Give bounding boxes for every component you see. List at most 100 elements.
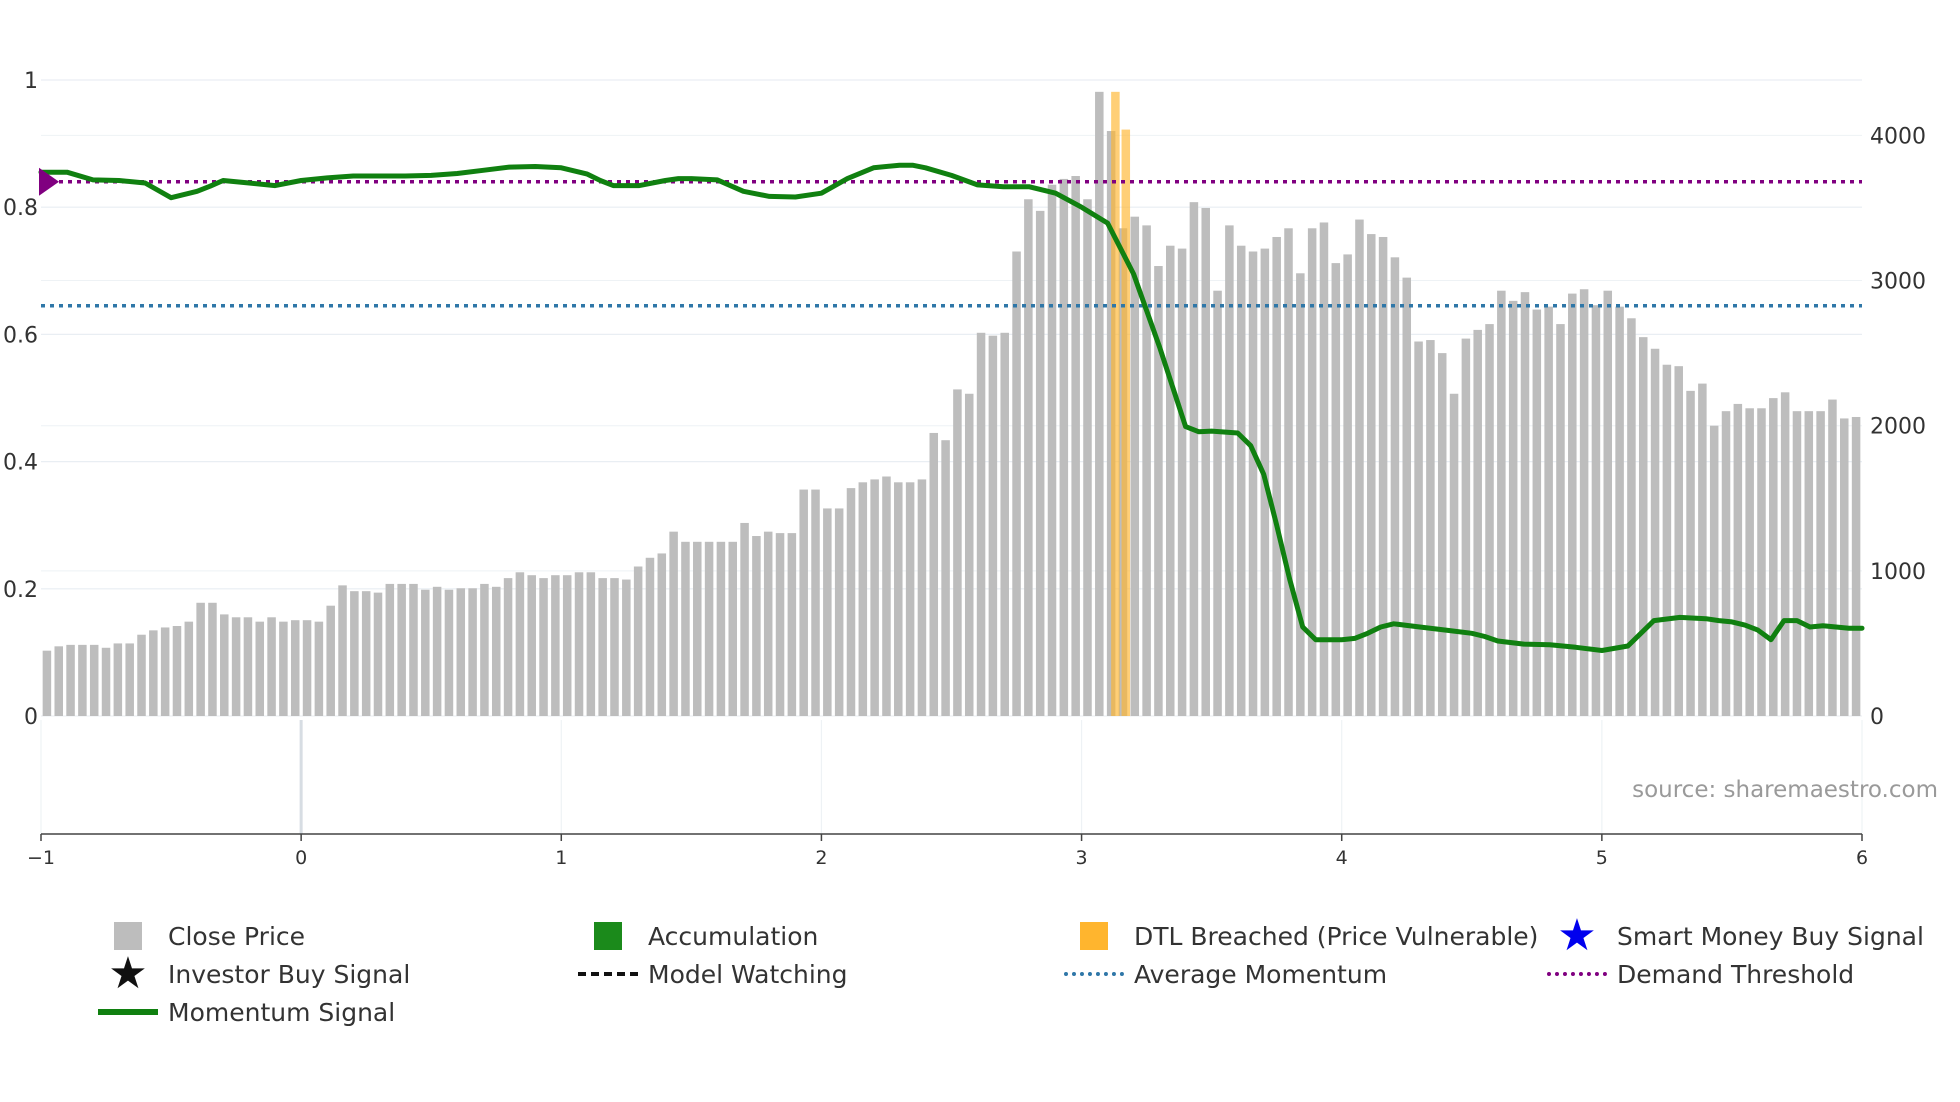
close-price-bar xyxy=(54,646,63,716)
close-price-bar xyxy=(409,583,418,716)
close-price-bar xyxy=(397,583,406,716)
legend-smart-money: ★ Smart Money Buy Signal xyxy=(1547,910,1924,961)
close-price-bar xyxy=(894,482,903,716)
close-price-bar xyxy=(1851,416,1861,716)
close-price-bar xyxy=(1414,341,1423,716)
momentum-signal-line xyxy=(38,162,1865,653)
close-price-bar xyxy=(1485,324,1494,716)
close-price-bar xyxy=(1840,418,1849,716)
close-price-bar xyxy=(551,575,560,716)
close-price-bar xyxy=(1035,210,1045,716)
close-price-bar xyxy=(953,389,962,716)
close-price-bar xyxy=(1473,329,1482,716)
x-axis: −1 0 1 2 3 4 5 6 xyxy=(27,834,1868,869)
left-tick-label: 0.4 xyxy=(3,451,38,476)
close-price-bar xyxy=(1627,318,1636,716)
close-price-bar xyxy=(574,572,584,716)
close-price-bar xyxy=(1804,411,1814,716)
close-price-bar xyxy=(622,579,631,716)
close-price-bar xyxy=(184,621,194,716)
close-price-bar xyxy=(1603,290,1613,716)
close-price-bar xyxy=(539,578,548,716)
legend-dtl-breached-label: DTL Breached (Price Vulnerable) xyxy=(1134,921,1539,951)
close-price-bar xyxy=(1189,202,1199,717)
right-tick-label: 2000 xyxy=(1870,415,1926,440)
close-price-bar xyxy=(468,588,477,716)
close-price-bar xyxy=(373,592,383,716)
close-price-bar xyxy=(1686,390,1695,716)
close-price-bar xyxy=(1426,340,1435,716)
close-price-bar xyxy=(1769,398,1778,716)
blue-star-icon: ★ xyxy=(1557,910,1597,961)
close-price-bar xyxy=(172,626,182,716)
close-price-bars xyxy=(42,91,1861,717)
close-price-bar xyxy=(302,620,312,716)
close-price-bar xyxy=(669,531,678,716)
close-price-bar xyxy=(1520,292,1530,716)
right-tick-label: 0 xyxy=(1870,705,1884,730)
legend-model-watching-label: Model Watching xyxy=(648,959,848,989)
x-tick-label: 2 xyxy=(815,847,827,869)
legend-average-momentum: Average Momentum xyxy=(1064,956,1387,992)
x-tick-label: −1 xyxy=(27,847,55,869)
right-axis: 0 1000 2000 3000 4000 xyxy=(1870,124,1926,730)
left-tick-label: 0 xyxy=(24,705,38,730)
close-price-bar xyxy=(1047,184,1057,716)
close-price-bar xyxy=(66,644,75,716)
close-price-bar xyxy=(1000,332,1009,716)
legend-demand-threshold-label: Demand Threshold xyxy=(1617,959,1855,989)
close-price-bar xyxy=(1378,236,1388,716)
close-price-bar xyxy=(290,620,300,716)
close-price-bar xyxy=(350,591,359,716)
legend-model-watching: Model Watching xyxy=(578,956,848,992)
close-price-bar xyxy=(657,553,667,716)
dtl-breached-bar xyxy=(1121,129,1131,716)
close-price-bar xyxy=(1757,408,1766,716)
close-price-swatch xyxy=(114,922,142,950)
close-price-bar xyxy=(917,479,927,716)
close-price-bar xyxy=(1165,245,1175,716)
left-tick-label: 0.8 xyxy=(3,196,38,221)
close-price-bar xyxy=(1816,411,1825,716)
close-price-bar xyxy=(1177,248,1187,717)
close-price-bar xyxy=(160,627,170,716)
close-price-bar xyxy=(113,643,123,716)
close-price-bar xyxy=(220,614,229,716)
close-price-bar xyxy=(964,393,974,716)
close-price-bar xyxy=(515,572,525,716)
close-price-bar xyxy=(988,335,998,716)
close-price-bar xyxy=(1402,277,1412,716)
close-price-bar xyxy=(1508,300,1518,716)
legend-momentum-signal: Momentum Signal xyxy=(98,994,395,1030)
close-price-bar xyxy=(929,432,939,716)
close-price-bar xyxy=(1437,353,1447,716)
close-price-bar xyxy=(1497,290,1506,716)
left-tick-label: 1 xyxy=(24,69,38,94)
legend-accumulation: Accumulation xyxy=(578,918,818,954)
close-price-bar xyxy=(1272,236,1281,716)
close-price-bar xyxy=(1024,199,1033,716)
close-price-bar xyxy=(823,508,832,716)
close-price-bar xyxy=(693,541,702,716)
close-price-bar xyxy=(1461,338,1471,716)
momentum-start-marker xyxy=(39,167,59,196)
x-tick-label: 1 xyxy=(555,847,567,869)
close-price-bar xyxy=(681,541,690,716)
close-price-bar xyxy=(834,508,844,716)
close-price-bar xyxy=(456,588,466,716)
close-price-bar xyxy=(846,488,856,716)
legend-investor-buy: ★ Investor Buy Signal xyxy=(98,948,410,999)
close-price-bar xyxy=(491,586,501,716)
black-star-icon: ★ xyxy=(108,948,148,999)
legend-close-price-label: Close Price xyxy=(168,921,306,951)
close-price-bar xyxy=(1544,306,1553,716)
close-price-bar xyxy=(633,566,643,716)
left-tick-label: 0.2 xyxy=(3,578,38,603)
close-price-bar xyxy=(338,585,347,716)
close-price-bar xyxy=(704,541,714,716)
legend-smart-money-label: Smart Money Buy Signal xyxy=(1617,921,1924,951)
close-price-bar xyxy=(1319,222,1329,716)
close-price-bar xyxy=(1059,178,1069,717)
close-price-bar xyxy=(1201,207,1210,716)
close-price-bar xyxy=(1698,383,1707,716)
